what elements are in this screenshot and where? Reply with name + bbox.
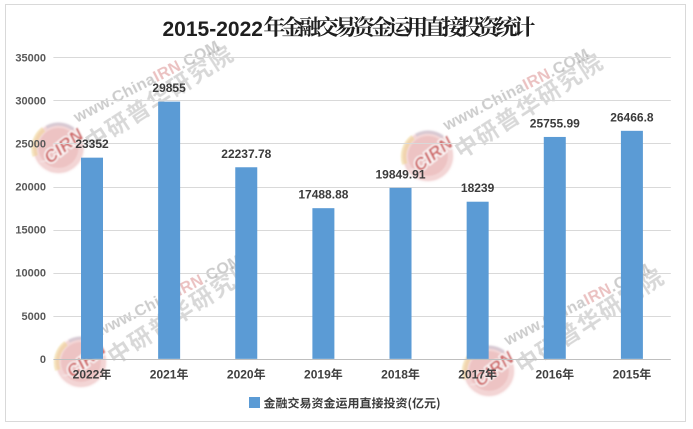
svg-text:25000: 25000 — [15, 139, 46, 151]
svg-text:2020: 2020 — [227, 368, 254, 382]
svg-text:30000: 30000 — [15, 95, 46, 107]
svg-text:29855: 29855 — [152, 81, 186, 95]
svg-text:10000: 10000 — [15, 268, 46, 280]
svg-text:2015: 2015 — [613, 368, 640, 382]
svg-text:2019: 2019 — [304, 368, 331, 382]
svg-text:5000: 5000 — [22, 311, 46, 323]
svg-text:35000: 35000 — [15, 52, 46, 64]
svg-text:2015-2022: 2015-2022 — [163, 18, 263, 41]
svg-text:2022: 2022 — [73, 368, 100, 382]
svg-text:22237.78: 22237.78 — [221, 147, 271, 161]
svg-text:17488.88: 17488.88 — [298, 188, 348, 202]
svg-text:20000: 20000 — [15, 182, 46, 194]
svg-text:25755.99: 25755.99 — [530, 116, 580, 130]
svg-text:0: 0 — [40, 354, 46, 366]
svg-text:18239: 18239 — [461, 181, 495, 195]
svg-text:2016: 2016 — [535, 368, 562, 382]
svg-text:26466.8: 26466.8 — [610, 110, 654, 124]
svg-text:23352: 23352 — [75, 137, 109, 151]
svg-text:2017: 2017 — [458, 368, 485, 382]
svg-text:15000: 15000 — [15, 225, 46, 237]
svg-text:19849.91: 19849.91 — [375, 167, 425, 181]
svg-text:2021: 2021 — [150, 368, 177, 382]
svg-text:2018: 2018 — [381, 368, 408, 382]
